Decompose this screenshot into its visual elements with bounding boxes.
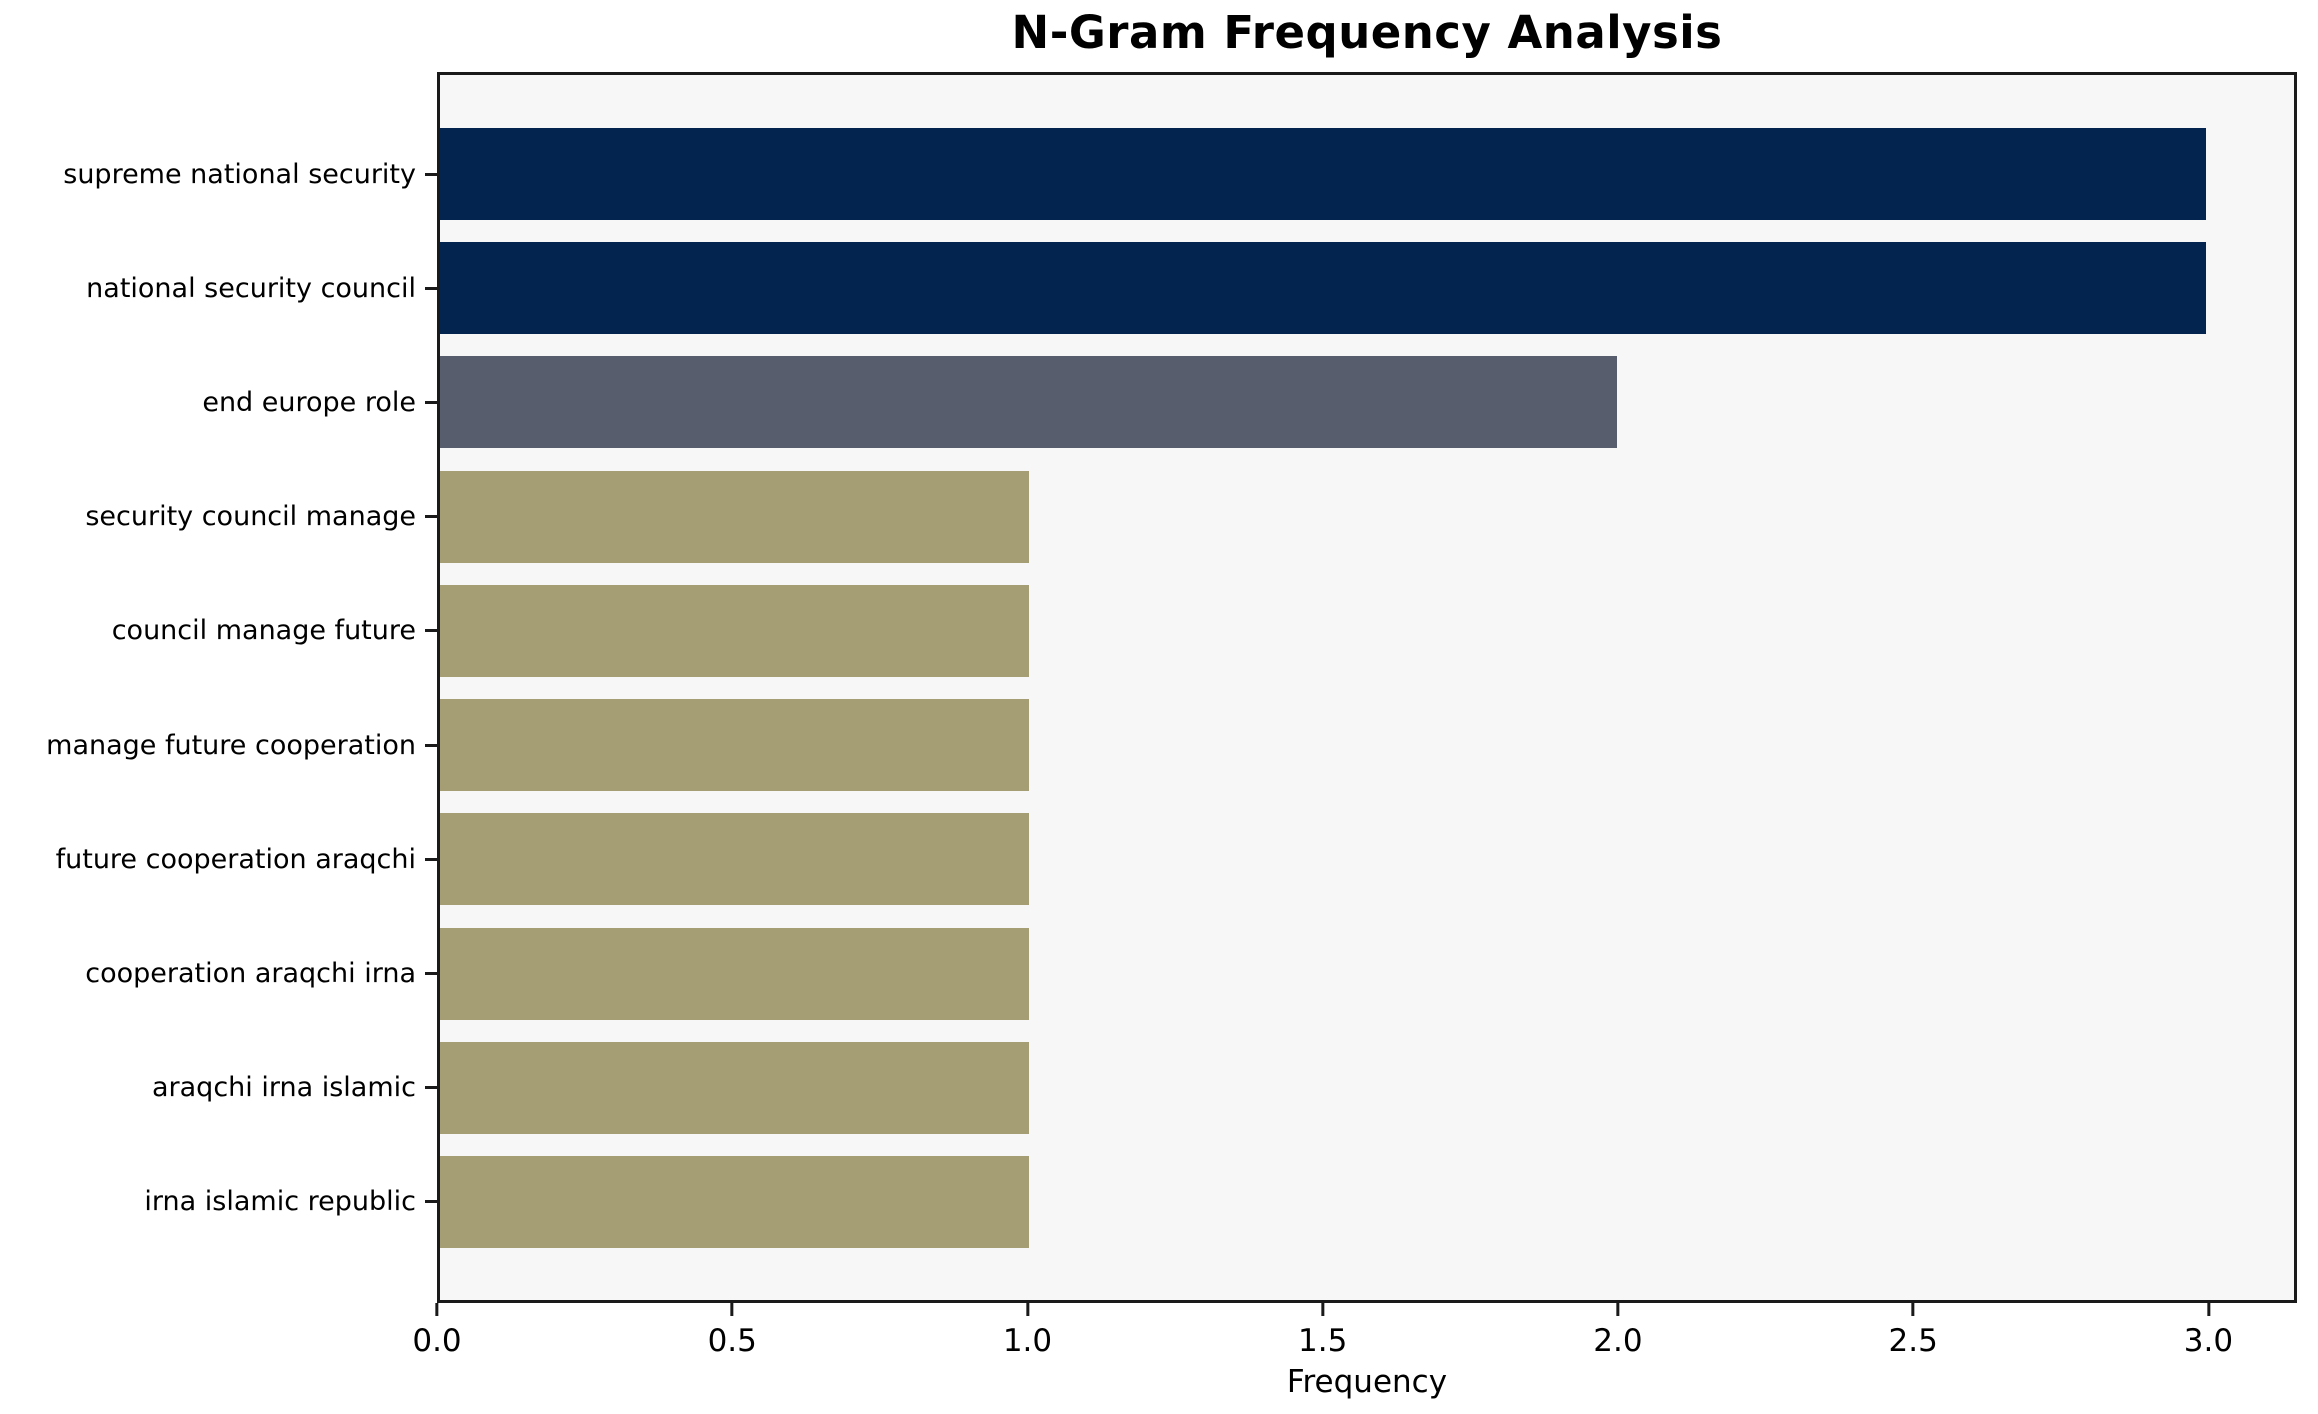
y-tick-mark [425, 1200, 437, 1204]
bar-row [440, 1041, 2294, 1134]
x-tick-mark [1025, 1303, 1029, 1316]
y-tick-label: manage future cooperation [46, 729, 416, 761]
bar [440, 242, 2206, 335]
bar-row [440, 356, 2294, 449]
y-tick-label: araqchi irna islamic [151, 1072, 416, 1104]
bar-row [440, 813, 2294, 906]
x-axis: 0.0 0.5 1.0 1.5 2.0 2.5 3.0 [412, 1303, 2297, 1373]
x-tick: 2.5 [1889, 1303, 1938, 1359]
y-tick-label: end europe role [202, 386, 416, 418]
bar [440, 470, 1029, 563]
plot-area [437, 72, 2297, 1303]
x-tick: 0.0 [412, 1303, 462, 1359]
y-tick-mark [425, 743, 437, 747]
x-tick-label: 2.5 [1888, 1323, 1938, 1359]
x-tick-mark [2206, 1303, 2210, 1316]
y-tick-mark [425, 972, 437, 976]
y-tick-row: cooperation araqchi irna [0, 928, 437, 1020]
bar-row [440, 584, 2294, 677]
y-tick-row: araqchi irna islamic [0, 1042, 437, 1134]
bar-row [440, 470, 2294, 563]
bars-container [440, 75, 2294, 1300]
x-axis-label: Frequency [1286, 1364, 1448, 1400]
bar [440, 128, 2206, 220]
x-tick: 1.0 [1003, 1303, 1052, 1359]
x-tick: 2.0 [1593, 1303, 1643, 1359]
x-tick-mark [435, 1303, 439, 1316]
x-tick: 3.0 [2184, 1303, 2233, 1359]
y-tick-mark [425, 629, 437, 633]
y-axis-labels: supreme national security national securi… [0, 72, 437, 1303]
y-tick-mark [425, 1086, 437, 1090]
y-tick-mark [425, 172, 437, 176]
y-tick-row: council manage future [0, 585, 437, 677]
bar-row [440, 699, 2294, 792]
y-tick-label: irna islamic republic [144, 1186, 416, 1218]
y-tick-row: irna islamic republic [0, 1156, 437, 1248]
bar-row [440, 242, 2294, 335]
x-tick-label: 1.0 [1002, 1323, 1053, 1359]
x-tick-mark [1616, 1303, 1620, 1316]
bar [440, 699, 1029, 792]
bar [440, 584, 1029, 677]
y-tick-label: council manage future [111, 615, 416, 647]
y-tick-mark [425, 857, 437, 861]
bar-row [440, 1155, 2294, 1248]
y-tick-mark [425, 286, 437, 290]
y-tick-row: national security council [0, 242, 437, 334]
y-tick-row: security council manage [0, 471, 437, 563]
y-tick-row: future cooperation araqchi [0, 813, 437, 905]
y-tick-mark [425, 400, 437, 404]
y-tick-row: supreme national security [0, 128, 437, 220]
y-tick-row: end europe role [0, 356, 437, 448]
bar [440, 927, 1029, 1020]
bar [440, 356, 1618, 449]
bar [440, 813, 1029, 906]
y-tick-label: national security council [86, 272, 416, 304]
y-tick-label: supreme national security [63, 158, 416, 190]
x-tick-mark [730, 1303, 734, 1316]
x-tick-mark [1321, 1303, 1325, 1316]
x-tick-label: 3.0 [2183, 1323, 2234, 1359]
bar [440, 1041, 1029, 1134]
x-tick-mark [1911, 1303, 1915, 1316]
bar [440, 1155, 1029, 1248]
x-tick: 1.5 [1298, 1303, 1347, 1359]
y-tick-row: manage future cooperation [0, 699, 437, 791]
bar-row [440, 927, 2294, 1020]
chart-title: N-Gram Frequency Analysis [1011, 6, 1723, 59]
x-tick: 0.5 [708, 1303, 757, 1359]
y-tick-label: security council manage [85, 501, 416, 533]
y-tick-label: future cooperation araqchi [55, 843, 416, 875]
x-tick-label: 0.5 [707, 1323, 757, 1359]
x-tick-label: 1.5 [1298, 1323, 1348, 1359]
x-tick-label: 2.0 [1593, 1323, 1643, 1359]
y-tick-mark [425, 515, 437, 519]
y-tick-label: cooperation araqchi irna [85, 958, 416, 990]
bar-row [440, 128, 2294, 220]
x-tick-label: 0.0 [412, 1323, 462, 1359]
